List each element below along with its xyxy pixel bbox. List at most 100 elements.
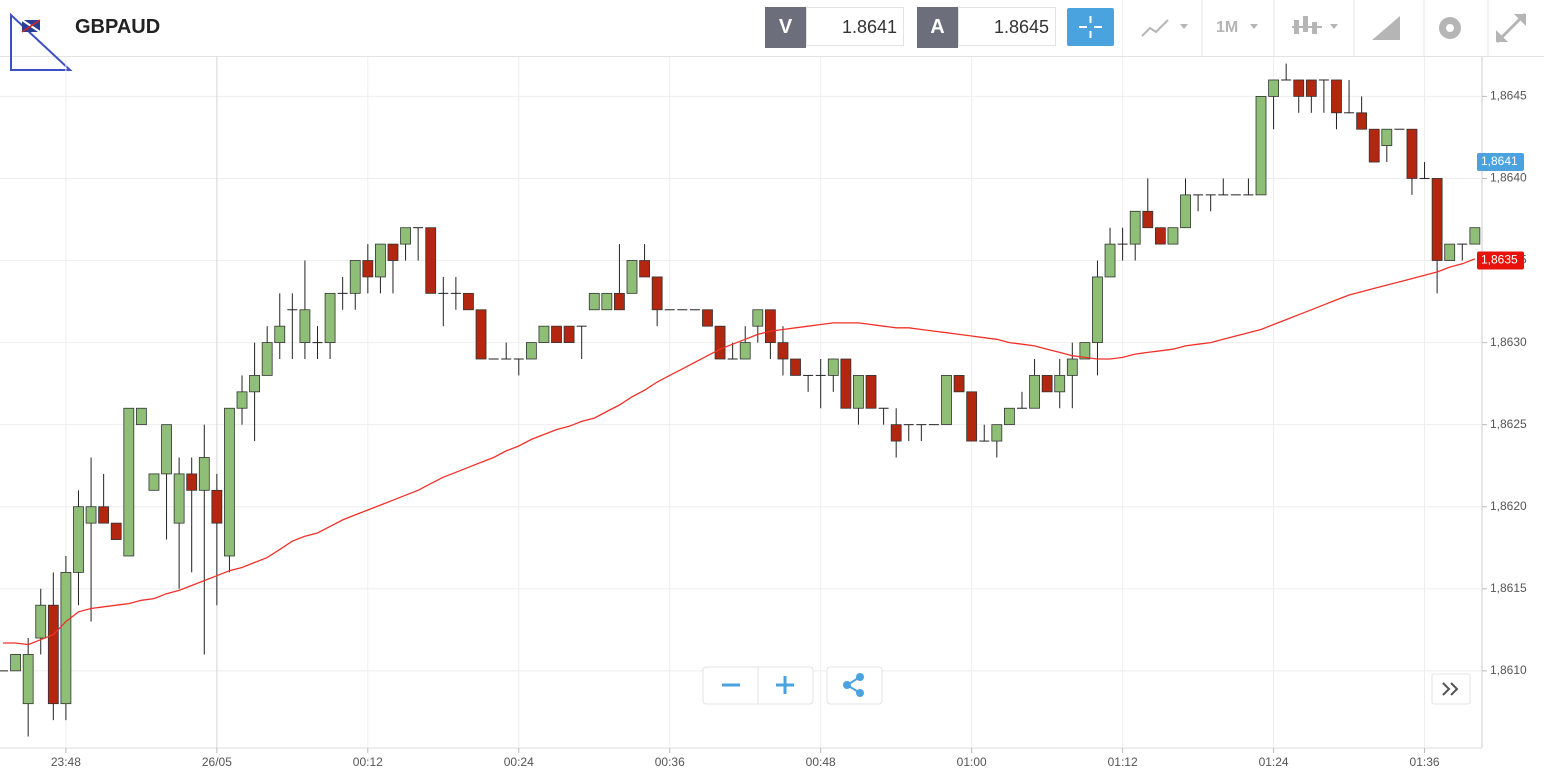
ask-label[interactable]: A [917,7,958,48]
candle-body [827,358,839,376]
candle-body [551,325,562,343]
timeframe[interactable]: 1M [1216,19,1239,36]
crosshair-button[interactable] [1067,8,1114,46]
candle-body [1029,375,1040,409]
candle-body [224,407,235,557]
x-tick-label: 01:00 [957,755,987,769]
zoom-controls[interactable] [702,666,1471,705]
candle-body [1381,128,1393,147]
candle-body [991,424,1003,442]
candle-body [1142,210,1154,229]
candle-body [626,260,638,294]
candle-body [236,391,248,409]
candle-body [840,358,852,409]
candle-body [601,292,613,311]
x-tick-label: 00:36 [655,755,685,769]
candle-body [588,292,600,311]
candle-body [1406,128,1418,179]
candle-body [47,604,59,705]
candle-body [1368,128,1380,163]
candle-body [752,309,764,327]
x-tick-label: 01:24 [1259,755,1289,769]
candle-body [1041,375,1053,393]
y-tick-label: 1,8620 [1490,499,1527,513]
candle-body [123,407,135,557]
y-tick-label: 1,8645 [1490,89,1527,103]
candle-body [85,506,97,524]
bid-label[interactable]: V [765,7,806,48]
candle-body [1066,358,1078,376]
candle-body [110,522,122,540]
candle-body [1167,227,1179,245]
candle-body [135,407,147,426]
candle-body [651,276,663,311]
candle-body [1305,79,1317,97]
candle-body [186,473,198,491]
candle-body [73,506,84,573]
y-tick-label: 1,8625 [1490,417,1527,431]
x-tick-label: 01:36 [1410,755,1440,769]
y-tick-label: 1,8615 [1490,581,1527,595]
candle-body [60,571,72,705]
candle-body [161,424,172,475]
candle-body [362,260,374,278]
candle-body [98,506,110,524]
candle-body [1268,79,1279,97]
candle-body [173,473,185,524]
candle-body [538,325,550,343]
candle-body [1431,178,1443,261]
candle-body [22,654,34,705]
candle-body [865,375,877,409]
y-tick-label: 1,8610 [1490,663,1527,677]
x-tick-label: 00:24 [504,755,534,769]
candle-body [1092,276,1103,343]
candle-body [1004,407,1015,426]
candle-body [764,309,776,343]
candle-body [475,309,487,360]
candle-body [299,309,311,343]
candle-body [1293,79,1305,97]
candle-body [1444,243,1456,261]
candle-body [1129,210,1141,245]
tool-icons[interactable] [1122,0,1544,56]
candle-body [1255,95,1267,196]
candle-body [198,457,210,491]
price-marker [1477,251,1524,270]
x-tick-label: 00:12 [353,755,383,769]
candle-body [614,292,625,311]
candle-body [1079,342,1091,360]
candle-body [148,473,160,491]
candle-body [324,292,336,343]
symbol: GBPAUD [75,16,161,38]
x-tick-label: 23:48 [51,755,81,769]
bid-price[interactable]: 1.8641 [806,7,904,46]
candle-body [349,260,361,294]
candle-body [35,604,47,639]
labels: 1,8610 1,8615 1,8620 1,8625 1,8630 1,8635 1,86… [51,89,1527,770]
candle-body [702,309,713,327]
candle-body [1180,194,1191,229]
candle-body [966,391,978,442]
flag-icon [10,12,73,71]
candle-body [387,243,399,261]
price-marker-label: 1,8641 [1481,154,1518,168]
candle-body [790,358,801,376]
candle-body [261,342,273,376]
candle-body [525,342,537,360]
candle-body [400,227,411,245]
candle-body [249,375,261,393]
candle-body [639,260,650,278]
candle-body [274,325,286,343]
candle-body [941,375,952,426]
y-tick-label: 1,8630 [1490,335,1527,349]
candle-body [1054,375,1066,393]
candle-body [739,342,751,360]
candle-body [1104,243,1116,278]
candle-body [211,489,223,524]
ask-price[interactable]: 1.8645 [958,7,1056,46]
candle-body [463,292,474,311]
x-tick-label: 00:48 [806,755,836,769]
candle-body [953,375,965,393]
